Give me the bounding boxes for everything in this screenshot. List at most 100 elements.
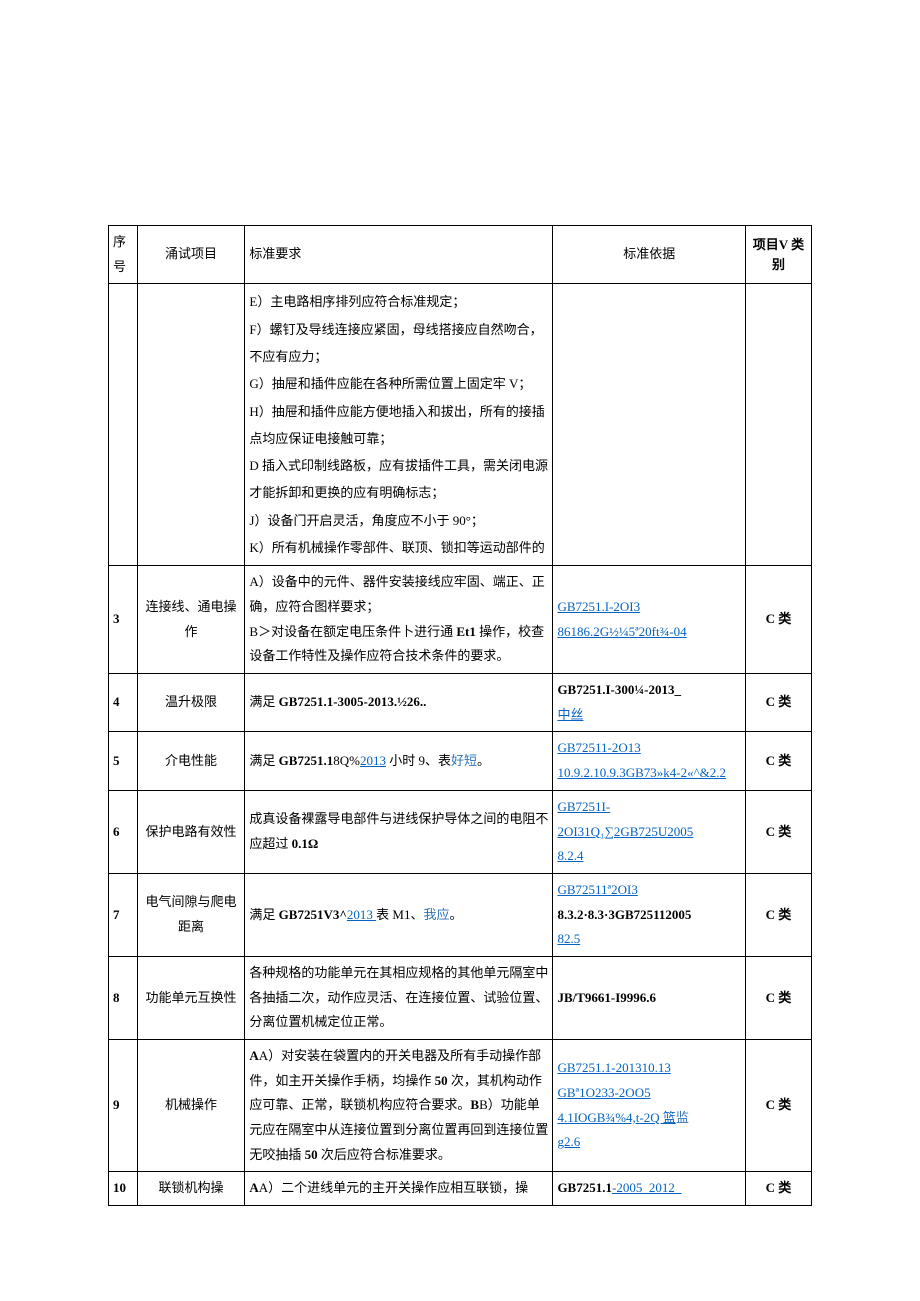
- req-bold: 0.1Ω: [292, 836, 319, 851]
- cell-category: C 类: [745, 873, 811, 956]
- req-link[interactable]: 2013: [347, 907, 376, 922]
- cell-req: 满足 GB7251.18Q%2013 小时 9、表好短。: [245, 732, 553, 790]
- basis-text: GB7251.I-300¼-2013_: [557, 682, 681, 697]
- req-text: A）二个进线单元的主开关操作应相互联锁，操: [259, 1180, 528, 1195]
- cell-category: C 类: [745, 956, 811, 1039]
- req-text: 。: [449, 907, 462, 922]
- cell-basis: GB7251.I-2OI3 86186.2G½¼5ª20ft¾-04: [553, 566, 746, 674]
- header-req: 标准要求: [245, 226, 553, 284]
- cell-basis: GB7251.1-2005_2012_: [553, 1172, 746, 1206]
- cell-req: 成真设备裸露导电部件与进线保护导体之间的电阻不应超过 0.1Ω: [245, 790, 553, 873]
- req-line: D 插入式印制线路板，应有拔插件工具，需关闭电源才能拆卸和更换的应有明确标志；: [249, 452, 548, 507]
- basis-link[interactable]: 8.2.4: [557, 848, 583, 863]
- cell-req: 满足 GB7251.1-3005-2013.½26..: [245, 674, 553, 732]
- table-row: 8 功能单元互换性 各种规格的功能单元在其相应规格的其他单元隔室中各抽插二次，动…: [109, 956, 812, 1039]
- req-bold: GB7251.1-3005-2013.½26..: [279, 694, 427, 709]
- cell-seq: 9: [109, 1040, 138, 1172]
- basis-link[interactable]: g2.6: [557, 1134, 580, 1149]
- req-text: 。: [477, 753, 490, 768]
- cell-category: C 类: [745, 790, 811, 873]
- cell-basis: [553, 284, 746, 566]
- cell-item: 功能单元互换性: [137, 956, 245, 1039]
- basis-link[interactable]: GBª1O233-2OO5: [557, 1085, 650, 1100]
- cell-basis: GB7251.I-300¼-2013_ 中丝: [553, 674, 746, 732]
- table-header-row: 序号 涌试项目 标准要求 标准依据 项目V 类别: [109, 226, 812, 284]
- header-category: 项目V 类别: [745, 226, 811, 284]
- table-row: 7 电气间隙与爬电距离 满足 GB7251V3^2013 表 M1、我应。 GB…: [109, 873, 812, 956]
- cell-seq: [109, 284, 138, 566]
- basis-link[interactable]: GB7251.1-201310.13: [557, 1060, 670, 1075]
- req-bold: GB7251.1: [279, 753, 334, 768]
- req-link[interactable]: 2013: [360, 753, 386, 768]
- cell-seq: 6: [109, 790, 138, 873]
- cell-item: 连接线、通电操作: [137, 566, 245, 674]
- cell-category: C 类: [745, 1172, 811, 1206]
- req-text: 8Q%: [333, 753, 360, 768]
- cell-item: 电气间隙与爬电距离: [137, 873, 245, 956]
- cell-req: 各种规格的功能单元在其相应规格的其他单元隔室中各抽插二次，动作应灵活、在连接位置…: [245, 956, 553, 1039]
- basis-text: 8.3.2·8.3·3GB725112005: [557, 907, 691, 922]
- basis-link[interactable]: 中丝: [557, 707, 583, 722]
- cell-req: 满足 GB7251V3^2013 表 M1、我应。: [245, 873, 553, 956]
- basis-link[interactable]: 2OI31Q₁∑2GB725U2005: [557, 824, 693, 839]
- cell-seq: 10: [109, 1172, 138, 1206]
- cell-basis: GB72511ª2OI3 8.3.2·8.3·3GB725112005 82.5: [553, 873, 746, 956]
- req-line: E）主电路相序排列应符合标准规定；: [249, 288, 548, 315]
- basis-link[interactable]: GB72511ª2OI3: [557, 882, 637, 897]
- header-seq: 序号: [109, 226, 138, 284]
- req-line: F）螺钉及导线连接应紧固，母线搭接应自然吻合，不应有应力；: [249, 316, 548, 371]
- basis-link[interactable]: GB7251I-: [557, 799, 610, 814]
- req-bold: GB7251V3^: [279, 907, 347, 922]
- cell-category: C 类: [745, 566, 811, 674]
- req-bold: 50: [305, 1147, 318, 1162]
- req-text: 满足: [249, 694, 278, 709]
- req-line: K）所有机械操作零部件、联顶、锁扣等运动部件的: [249, 534, 548, 561]
- req-text: 表 M1、: [376, 907, 423, 922]
- req-text: 满足: [249, 907, 278, 922]
- cell-seq: 4: [109, 674, 138, 732]
- table-row: 3 连接线、通电操作 A）设备中的元件、器件安装接线应牢固、端正、正确，应符合图…: [109, 566, 812, 674]
- req-line: G）抽屉和插件应能在各种所需位置上固定牢 V；: [249, 370, 548, 397]
- req-text: B＞对设备在额定电压条件卜进行通: [249, 624, 456, 639]
- basis-text: 监: [676, 1110, 689, 1125]
- req-line: J）设备门开启灵活，角度应不小于 90°；: [249, 507, 548, 534]
- basis-link[interactable]: 4.1IOGB¾%4,t-2Q 篮: [557, 1110, 675, 1125]
- req-text: 好短: [451, 753, 477, 768]
- cell-item: 介电性能: [137, 732, 245, 790]
- basis-text: GB7251.1: [557, 1180, 612, 1195]
- basis-link[interactable]: 86186.2G½¼5ª20ft¾-04: [557, 624, 686, 639]
- req-line: H）抽屉和插件应能方便地插入和拔出，所有的接插点均应保证电接触可靠；: [249, 398, 548, 453]
- header-basis: 标准依据: [553, 226, 746, 284]
- req-text: 次后应符合标准要求。: [318, 1147, 451, 1162]
- table-row: 9 机械操作 AA）对安装在袋置内的开关电器及所有手动操作部件，如主开关操作手柄…: [109, 1040, 812, 1172]
- basis-link[interactable]: 10.9.2.10.9.3GB73»k4-2«^&2.2: [557, 765, 726, 780]
- header-item: 涌试项目: [137, 226, 245, 284]
- cell-req: AA）二个进线单元的主开关操作应相互联锁，操: [245, 1172, 553, 1206]
- req-bold: Et1: [456, 624, 476, 639]
- cell-item: 机械操作: [137, 1040, 245, 1172]
- basis-link[interactable]: 82.5: [557, 931, 580, 946]
- cell-basis: GB72511-2O13 10.9.2.10.9.3GB73»k4-2«^&2.…: [553, 732, 746, 790]
- table-row: 10 联锁机构操 AA）二个进线单元的主开关操作应相互联锁，操 GB7251.1…: [109, 1172, 812, 1206]
- basis-link[interactable]: -2005_2012_: [612, 1180, 681, 1195]
- basis-link[interactable]: GB7251.I-2OI3: [557, 599, 640, 614]
- cell-category: C 类: [745, 1040, 811, 1172]
- cell-item: 保护电路有效性: [137, 790, 245, 873]
- cell-seq: 3: [109, 566, 138, 674]
- standards-table: 序号 涌试项目 标准要求 标准依据 项目V 类别 E）主电路相序排列应符合标准规…: [108, 225, 812, 1206]
- cell-category: [745, 284, 811, 566]
- cell-req: AA）对安装在袋置内的开关电器及所有手动操作部件，如主开关操作手柄，均操作 50…: [245, 1040, 553, 1172]
- table-row: E）主电路相序排列应符合标准规定； F）螺钉及导线连接应紧固，母线搭接应自然吻合…: [109, 284, 812, 566]
- basis-link[interactable]: GB72511-2O13: [557, 740, 640, 755]
- cell-basis: JB/T9661-I9996.6: [553, 956, 746, 1039]
- cell-seq: 7: [109, 873, 138, 956]
- basis-inner: 4.1IOGB¾%4,t-2Q 篮: [557, 1110, 675, 1125]
- table-row: 4 温升极限 满足 GB7251.1-3005-2013.½26.. GB725…: [109, 674, 812, 732]
- cell-item: 联锁机构操: [137, 1172, 245, 1206]
- req-text: 我应: [423, 907, 449, 922]
- basis-inner: 8.3.2·8.3·3GB725112005: [557, 907, 691, 922]
- table-row: 5 介电性能 满足 GB7251.18Q%2013 小时 9、表好短。 GB72…: [109, 732, 812, 790]
- cell-basis: GB7251I- 2OI31Q₁∑2GB725U2005 8.2.4: [553, 790, 746, 873]
- cell-item: [137, 284, 245, 566]
- cell-seq: 5: [109, 732, 138, 790]
